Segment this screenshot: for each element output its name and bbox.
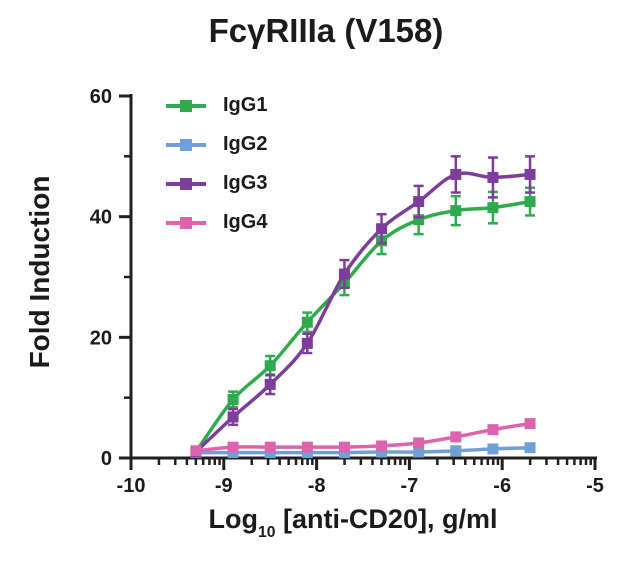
marker-IgG1-1 (227, 393, 239, 405)
marker-IgG2-9 (524, 442, 536, 454)
series-curve-IgG1 (194, 199, 532, 454)
legend-square-icon (180, 178, 192, 190)
legend-marker-icon-igg2 (166, 133, 206, 156)
x-tick-label--10: -10 (117, 475, 146, 497)
marker-IgG2-6 (413, 446, 425, 458)
marker-IgG4-3 (301, 441, 313, 453)
y-tick-label-0: 0 (101, 448, 112, 470)
marker-IgG4-0 (190, 445, 202, 457)
series-curve-IgG2 (194, 445, 532, 455)
marker-IgG4-7 (450, 431, 462, 443)
marker-IgG1-8 (487, 202, 499, 214)
legend-label-igg4: IgG4 (223, 211, 268, 233)
legend-item-igg1: IgG1 (166, 94, 267, 117)
x-tick-label--5: -5 (586, 475, 604, 497)
marker-IgG3-7 (450, 168, 462, 180)
marker-IgG4-4 (338, 441, 350, 453)
marker-IgG3-4 (338, 268, 350, 280)
marker-IgG1-7 (450, 205, 462, 217)
marker-IgG1-9 (524, 196, 536, 208)
legend-marker-icon-igg4 (166, 211, 206, 234)
series-curve-IgG3 (194, 171, 532, 454)
y-tick-label-40: 40 (90, 207, 112, 229)
y-tick-label-60: 60 (90, 86, 112, 108)
chart-title: FcγRIIIa (V158) (208, 12, 444, 49)
marker-IgG2-7 (450, 445, 462, 457)
legend-square-icon (180, 217, 192, 229)
marker-IgG3-8 (487, 171, 499, 183)
legend-label-igg3: IgG3 (223, 172, 268, 194)
marker-IgG3-3 (301, 337, 313, 349)
marker-IgG4-6 (413, 437, 425, 449)
series-curve-IgG4 (194, 421, 532, 453)
marker-IgG2-8 (487, 443, 499, 455)
legend-item-igg2: IgG2 (166, 133, 267, 156)
marker-IgG1-3 (301, 316, 313, 328)
marker-IgG3-6 (413, 196, 425, 208)
y-tick-label-20: 20 (90, 327, 112, 349)
x-tick-label--8: -8 (308, 475, 326, 497)
legend-square-icon (180, 100, 192, 112)
legend-item-igg4: IgG4 (166, 211, 267, 234)
marker-IgG3-9 (524, 168, 536, 180)
legend-label-igg2: IgG2 (223, 133, 268, 155)
marker-IgG3-1 (227, 411, 239, 423)
marker-IgG3-5 (376, 223, 388, 235)
marker-IgG2-5 (376, 446, 388, 458)
marker-IgG4-5 (376, 440, 388, 452)
x-tick-label--9: -9 (215, 475, 233, 497)
marker-IgG1-2 (264, 360, 276, 372)
x-axis-label-prefix: Log (208, 504, 259, 534)
legend-item-igg3: IgG3 (166, 172, 267, 195)
marker-IgG4-9 (524, 418, 536, 430)
x-tick-label--6: -6 (493, 475, 511, 497)
legend-square-icon (180, 139, 192, 151)
legend-marker-icon-igg3 (166, 172, 206, 195)
x-axis-label: Log10 [anti-CD20], g/ml (208, 504, 498, 542)
marker-IgG4-2 (264, 441, 276, 453)
x-axis-label-subscript: 10 (258, 524, 276, 542)
marker-IgG1-6 (413, 214, 425, 226)
marker-IgG3-2 (264, 378, 276, 390)
x-tick-label--7: -7 (401, 475, 419, 497)
marker-IgG4-8 (487, 424, 499, 436)
legend-label-igg1: IgG1 (223, 94, 268, 116)
legend: IgG1 IgG2 IgG3 IgG4 (166, 94, 267, 234)
marker-IgG4-1 (227, 441, 239, 453)
x-axis-label-rest: [anti-CD20], g/ml (275, 504, 498, 534)
legend-marker-icon-igg1 (166, 94, 206, 117)
